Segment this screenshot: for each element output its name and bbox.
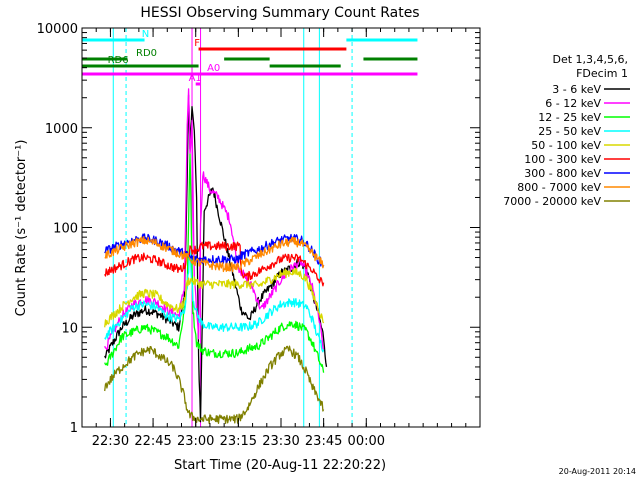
legend-entry-label: 300 - 800 keV xyxy=(524,167,601,180)
x-axis-label: Start Time (20-Aug-11 22:20:22) xyxy=(174,458,386,473)
x-tick-label: 23:45 xyxy=(305,434,342,449)
series-line-50-100-kev xyxy=(104,267,325,328)
footer-timestamp: 20-Aug-2011 20:14 xyxy=(559,467,636,476)
legend-entry-label: 100 - 300 keV xyxy=(524,153,601,166)
chart-title: HESSI Observing Summary Count Rates xyxy=(140,5,419,21)
x-tick-label: 00:00 xyxy=(348,434,385,449)
series-line-7000-20000-kev xyxy=(104,345,325,425)
y-tick-label: 1 xyxy=(70,421,78,436)
legend-entry-label: 6 - 12 keV xyxy=(545,97,601,110)
flag-label-rd6: RD6 xyxy=(108,55,129,66)
x-tick-label: 23:15 xyxy=(220,434,257,449)
legend-header-line2: FDecim 1 xyxy=(576,67,628,80)
flag-label-rd0: RD0 xyxy=(136,48,157,59)
series-line-100-300-kev xyxy=(104,241,325,287)
x-tick-label: 23:30 xyxy=(262,434,299,449)
series-line-12-25-kev xyxy=(104,153,325,373)
flag-label-n: N xyxy=(142,29,149,40)
y-tick-label: 1000 xyxy=(45,122,78,137)
legend-entry-label: 7000 - 20000 keV xyxy=(503,195,601,208)
y-tick-label: 10000 xyxy=(37,22,78,37)
flag-label-a0: A0 xyxy=(207,63,220,74)
series-line-3-6-kev xyxy=(104,94,328,423)
x-tick-label: 22:30 xyxy=(92,434,129,449)
series-line-800-7000-kev xyxy=(104,235,325,273)
legend-entry-label: 25 - 50 keV xyxy=(538,125,601,138)
axes: 22:30 22:45 23:00 23:15 23:30 23:45 00:00 1 10 10… xyxy=(37,22,481,449)
y-axis-label: Count Rate (s⁻¹ detector⁻¹) xyxy=(14,140,29,317)
plot-area: N F RD0 RD6 A0 A1 xyxy=(81,28,418,427)
series-line-25-50-kev xyxy=(104,249,325,353)
x-tick-label: 23:00 xyxy=(177,434,214,449)
flag-label-a1: A1 xyxy=(189,73,202,84)
legend-entry-label: 50 - 100 keV xyxy=(531,139,601,152)
flag-label-f: F xyxy=(194,38,200,49)
y-tick-label: 100 xyxy=(53,222,78,237)
plot-frame xyxy=(81,27,481,428)
legend-entry-label: 12 - 25 keV xyxy=(538,111,601,124)
legend-header-line1: Det 1,3,4,5,6, xyxy=(552,53,628,66)
legend-entry-label: 3 - 6 keV xyxy=(552,83,601,96)
x-tick-label: 22:45 xyxy=(134,434,171,449)
legend-entry-label: 800 - 7000 keV xyxy=(517,181,601,194)
y-tick-label: 10 xyxy=(61,321,78,336)
